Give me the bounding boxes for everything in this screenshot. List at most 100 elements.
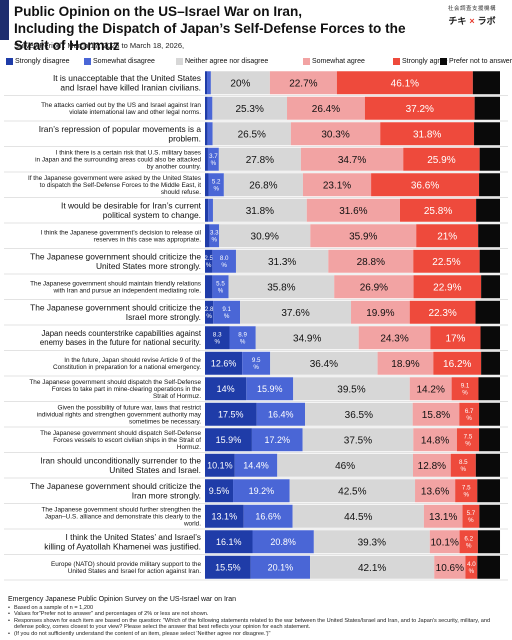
bar-segment [205,173,209,197]
logo-wordmark: チキ × ラボ [440,14,504,27]
bar-segment [305,402,413,426]
legend-label: Prefer not to answer [449,58,512,65]
data-label: 37.2% [406,104,434,115]
data-label: 14% [217,384,235,394]
footer-note-list: Based on a sample of n = 1,200 Values fo… [8,605,508,638]
category-label: In the future, Japan should revise Artic… [53,357,201,371]
footer-note: Based on a sample of n = 1,200 [8,605,508,612]
bar-segment [234,453,278,477]
bar-segment [412,402,460,426]
bar-segment [218,147,301,171]
bar-segment [451,377,479,401]
legend-swatch-icon [303,58,310,65]
bar-segment [475,453,500,477]
data-label: 2.8% [205,306,214,320]
data-label: 5.7% [467,510,476,524]
data-label: 15.9% [257,384,283,394]
bar-segment [209,224,220,248]
data-label: 8.5% [459,459,468,473]
category-label: Given the possibility of future war, law… [37,404,202,425]
data-label: 42.1% [358,563,386,574]
bar-segment [479,504,500,528]
bar-segment [205,555,251,579]
bar-segment [287,96,365,120]
bar-segment [212,249,236,273]
data-label: 14.4% [243,460,269,470]
bar-segment [310,224,417,248]
bar-segment [251,428,303,452]
bar-segment [250,555,311,579]
bar-segment [246,377,294,401]
data-label: 20% [230,78,250,89]
bar-segment [351,300,410,324]
data-label: 25.3% [236,104,264,115]
bar-segment [205,504,244,528]
bar-segment [205,530,253,554]
legend-item: Prefer not to answer [440,58,512,65]
bar-segment [208,198,213,222]
data-label: 31.8% [246,206,274,217]
data-label: 27.8% [246,155,274,166]
legend-swatch-icon [6,58,13,65]
bar-segment [310,555,435,579]
bar-segment [413,428,457,452]
bar-segment [213,300,241,324]
data-label: 25.8% [424,206,452,217]
logo-word-left: チキ [448,16,467,26]
bar-segment [302,173,372,197]
legend-label: Strongly disagree [15,58,70,65]
bar-segment [205,402,257,426]
data-label: 10.6% [436,563,464,574]
data-label: 12.6% [211,358,237,368]
data-label: 13.1% [212,511,238,521]
bar-segment [476,198,500,222]
data-label: 14.8% [421,435,449,446]
bar-segment [472,71,500,95]
bar-segment [205,453,235,477]
data-label: 15.5% [215,562,241,572]
bar-segment [479,402,500,426]
legend-item: Somewhat agree [303,58,365,65]
legend-swatch-icon [440,58,447,65]
bar-segment [205,326,230,350]
data-label: 12.8% [418,461,446,472]
bar-segment [205,300,214,324]
bar-segment [423,504,463,528]
legend-item: Somewhat disagree [84,58,155,65]
bar-segment [243,504,293,528]
data-label: 46.1% [391,78,419,89]
data-label: 24.3% [380,333,408,344]
data-label: 22.5% [432,257,460,268]
bar-segment [479,249,500,273]
data-label: 31.8% [413,129,441,140]
data-label: 19.9% [366,308,394,319]
data-label: 15.8% [422,410,450,421]
category-label: I think there is a certain risk that U.S… [35,149,201,170]
bar-segment [242,351,271,375]
bar-segment [205,71,208,95]
bar-segment [477,530,501,554]
legend-swatch-icon [393,58,400,65]
data-label: 9.1% [222,306,231,320]
bar-segment [433,351,482,375]
data-label: 42.5% [338,486,366,497]
data-label: 9.5% [209,486,230,496]
bar-segment [358,326,431,350]
bar-segment [205,249,213,273]
data-label: 13.6% [421,486,449,497]
footer-note: (If you do not sufficiently understand t… [8,631,508,638]
data-label: 39.5% [337,384,365,395]
bar-segment [475,300,500,324]
bar-segment [334,275,414,299]
data-label: 2.5% [204,255,213,269]
bar-segment [306,198,400,222]
data-label: 9.1% [461,382,470,396]
bar-segment [479,147,500,171]
legend-label: Somewhat agree [312,58,365,65]
bar-segment [212,275,229,299]
bar-segment [207,122,213,146]
footer-notes: Emergency Japanese Public Opinion Survey… [8,596,508,638]
bar-segment [252,530,314,554]
legend-label: Somewhat disagree [93,58,155,65]
category-label: The attacks carried out by the US and Is… [41,102,201,116]
